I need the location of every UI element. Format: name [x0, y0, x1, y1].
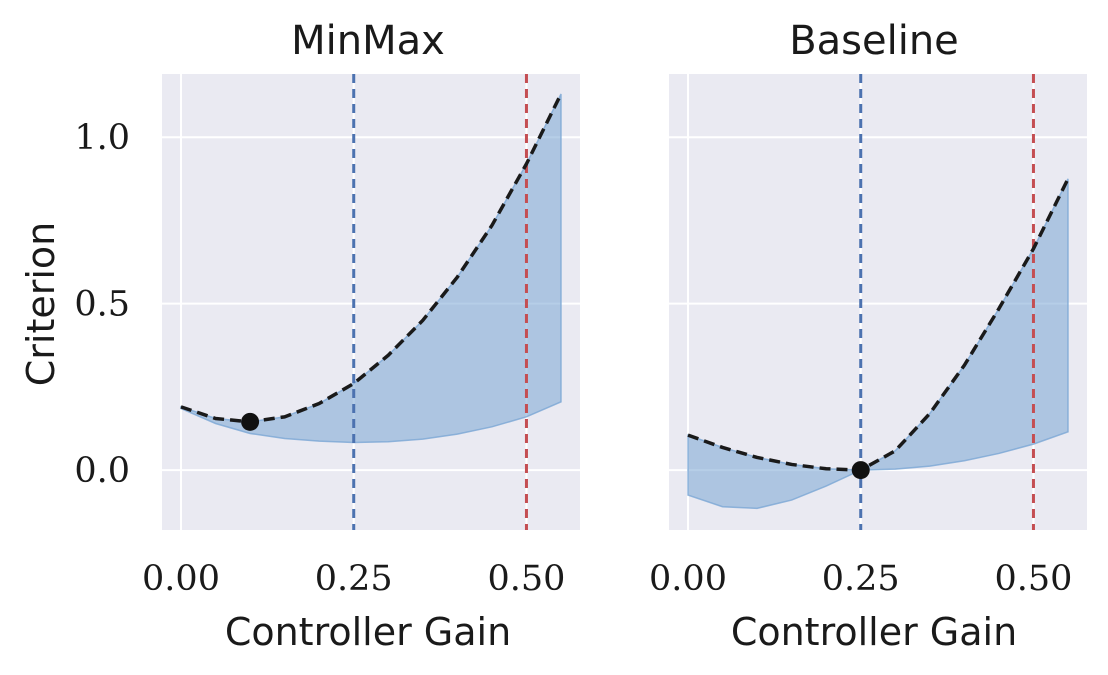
x-tick-label: 0.00: [649, 559, 727, 599]
y-tick-label: 0.5: [74, 285, 130, 325]
y-axis-label: Criterion: [19, 222, 63, 387]
y-tick-label: 1.0: [74, 118, 130, 158]
minmax-x-axis-label: Controller Gain: [225, 610, 511, 654]
minimum-marker: [241, 412, 260, 431]
baseline-title: Baseline: [789, 18, 959, 64]
baseline-panel: Baseline Controller Gain 0.00 0.25 0.50: [649, 18, 1087, 654]
x-tick-label: 0.25: [315, 559, 393, 599]
x-tick-label: 0.25: [822, 559, 900, 599]
minmax-title: MinMax: [291, 18, 445, 64]
minmax-panel: MinMax Controller Gain 0.00 0.25 0.50 0.0 0.…: [74, 18, 580, 654]
baseline-x-axis-label: Controller Gain: [731, 610, 1017, 654]
criterion-line: [687, 178, 1070, 472]
minimum-marker: [851, 461, 870, 480]
criterion-line: [180, 93, 563, 424]
x-tick-label: 0.00: [142, 559, 220, 599]
x-tick-label: 0.50: [487, 559, 565, 599]
x-tick-label: 0.50: [994, 559, 1072, 599]
y-tick-label: 0.0: [74, 451, 130, 491]
